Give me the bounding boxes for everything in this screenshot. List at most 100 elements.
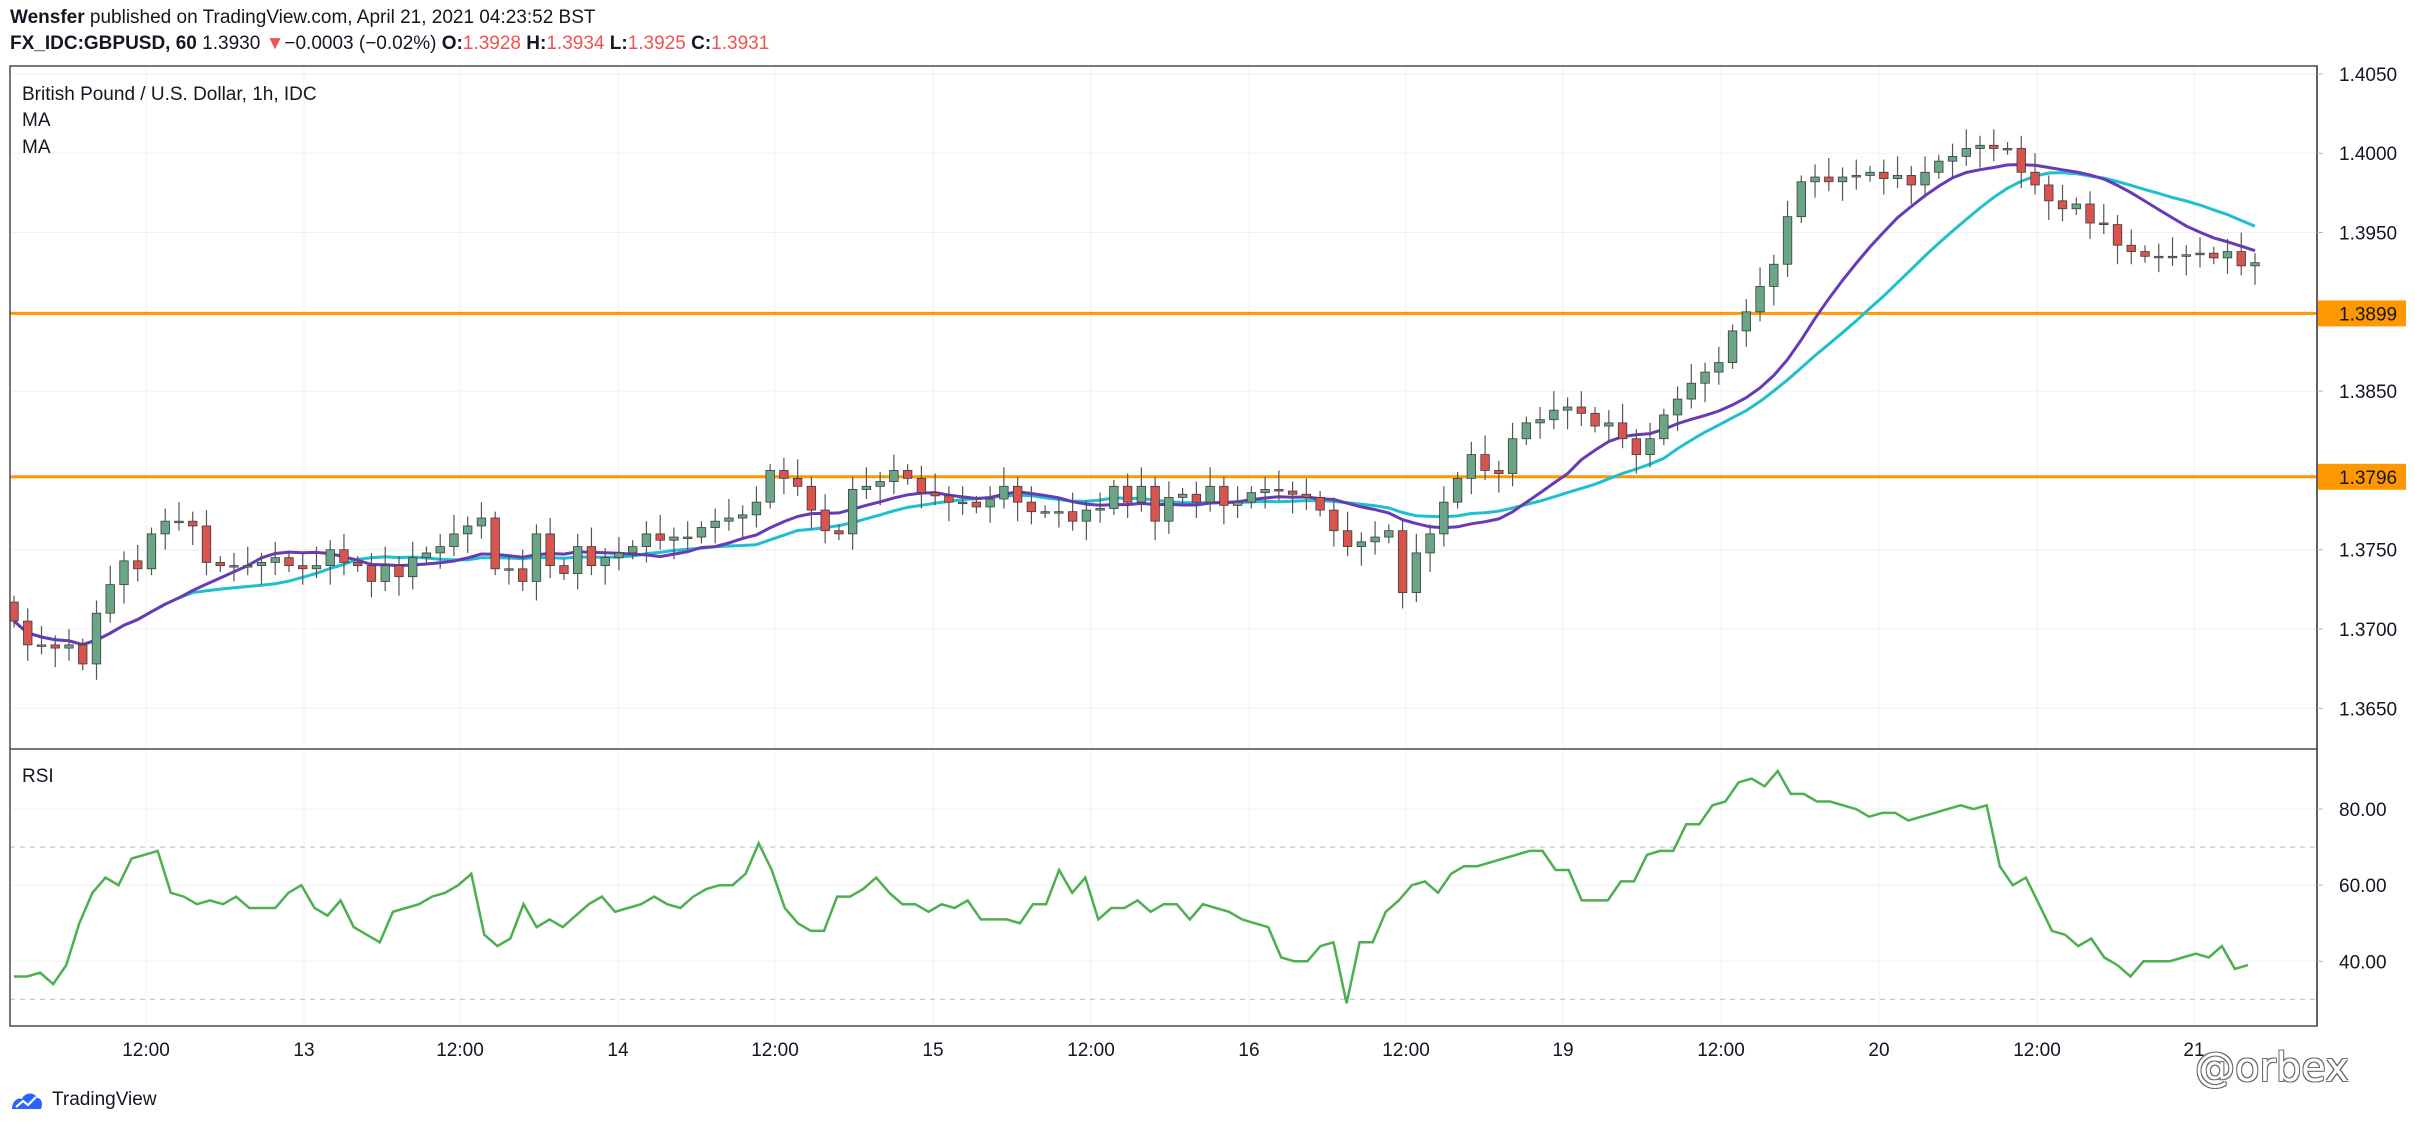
candle xyxy=(1177,487,1188,504)
ma-legend-1[interactable]: MA xyxy=(22,110,51,131)
candle xyxy=(683,521,693,550)
candle xyxy=(1521,416,1531,446)
candle xyxy=(2002,142,2013,155)
candle xyxy=(573,533,583,590)
candle xyxy=(435,533,445,569)
candle xyxy=(2044,175,2054,220)
candle xyxy=(2181,245,2191,276)
candle xyxy=(1549,391,1559,430)
candle xyxy=(1287,481,1298,514)
candle xyxy=(78,638,88,671)
high-value: 1.3934 xyxy=(546,33,605,54)
candle xyxy=(1865,165,1875,182)
candle xyxy=(985,486,995,523)
candle xyxy=(999,467,1009,509)
candle xyxy=(1631,429,1641,474)
candle xyxy=(119,551,129,604)
y-tick-label: 1.3700 xyxy=(2339,620,2397,641)
candle xyxy=(1274,470,1284,501)
y-tick-label: 1.4000 xyxy=(2339,144,2397,165)
candle xyxy=(834,524,844,541)
candle xyxy=(1040,505,1050,519)
candle xyxy=(1191,481,1202,519)
publisher-text: published on TradingView.com, April 21, … xyxy=(84,7,596,28)
candle xyxy=(1356,532,1367,566)
candle xyxy=(1617,403,1628,449)
candle xyxy=(353,556,363,572)
candle xyxy=(1604,410,1614,442)
candle xyxy=(861,467,872,499)
candle xyxy=(1301,478,1312,511)
candle xyxy=(1851,159,1861,190)
candle xyxy=(628,540,638,560)
level-price-label: 1.3899 xyxy=(2339,304,2397,325)
candles xyxy=(9,129,2260,680)
candle xyxy=(1645,422,1655,468)
x-tick-label: 12:00 xyxy=(1067,1040,1115,1061)
candle xyxy=(531,524,542,601)
candle xyxy=(2057,184,2068,222)
symbol-name[interactable]: FX_IDC:GBPUSD, 60 xyxy=(10,33,197,54)
candle xyxy=(1054,498,1064,528)
candle xyxy=(1824,157,1834,192)
candle xyxy=(1741,299,1751,347)
candle xyxy=(614,537,624,571)
candle xyxy=(243,546,253,576)
candle xyxy=(1329,497,1339,547)
candle xyxy=(875,472,885,506)
candle xyxy=(2112,215,2123,265)
candle xyxy=(559,559,569,580)
y-tick-label: 1.3650 xyxy=(2339,699,2397,720)
candle xyxy=(1315,491,1325,517)
rsi-y-tick-label: 60.00 xyxy=(2339,876,2387,897)
ma-legend-2[interactable]: MA xyxy=(22,137,51,158)
candle xyxy=(36,625,47,655)
candle xyxy=(1095,492,1105,523)
candle xyxy=(1205,467,1215,512)
candle xyxy=(284,551,294,572)
high-label: H: xyxy=(526,33,547,54)
horizontal-lines[interactable] xyxy=(10,311,2317,479)
candle xyxy=(1425,524,1435,572)
candle xyxy=(1906,165,1916,204)
candle xyxy=(1975,135,1985,168)
candle xyxy=(600,548,610,585)
chart-area[interactable]: 12:00 13 12:00 14 12:00 15 12:00 16 12:00 19 12:00… xyxy=(0,0,2415,1080)
footer-brand[interactable]: TradingView xyxy=(10,1086,157,1114)
chart-title[interactable]: British Pound / U.S. Dollar, 1h, IDC xyxy=(22,84,317,105)
rsi-y-tick-label: 80.00 xyxy=(2339,800,2387,821)
rsi-line xyxy=(14,768,2249,1004)
candle xyxy=(1947,143,1958,178)
candle xyxy=(215,556,225,572)
candle xyxy=(1576,391,1586,427)
candle xyxy=(256,552,267,585)
candle xyxy=(380,546,390,591)
candle xyxy=(449,514,459,557)
grid xyxy=(10,66,2317,1026)
level-price-badge xyxy=(2318,300,2406,327)
candle xyxy=(1219,476,1229,525)
candle xyxy=(1755,267,1765,322)
candle xyxy=(174,502,184,531)
candle xyxy=(2099,203,2109,235)
author-name[interactable]: Wensfer xyxy=(10,7,85,28)
candle xyxy=(1246,486,1257,509)
watermark-logo: @orbex xyxy=(2195,1045,2349,1091)
rsi-legend[interactable]: RSI xyxy=(22,766,54,787)
candle xyxy=(1879,159,1889,195)
candle xyxy=(2154,243,2164,273)
plot-border xyxy=(9,65,2318,1027)
last-price: 1.3930 xyxy=(202,33,261,54)
candle xyxy=(1934,154,1944,179)
candle xyxy=(765,464,775,509)
candle xyxy=(325,540,335,585)
candle xyxy=(1466,441,1476,495)
x-tick-label: 21 xyxy=(2183,1040,2204,1061)
candle xyxy=(1700,362,1710,403)
x-tick-label: 14 xyxy=(607,1040,629,1061)
candle xyxy=(408,541,418,590)
candle xyxy=(806,476,817,530)
candle xyxy=(518,549,528,591)
x-tick-label: 13 xyxy=(293,1040,314,1061)
candle xyxy=(669,527,679,560)
